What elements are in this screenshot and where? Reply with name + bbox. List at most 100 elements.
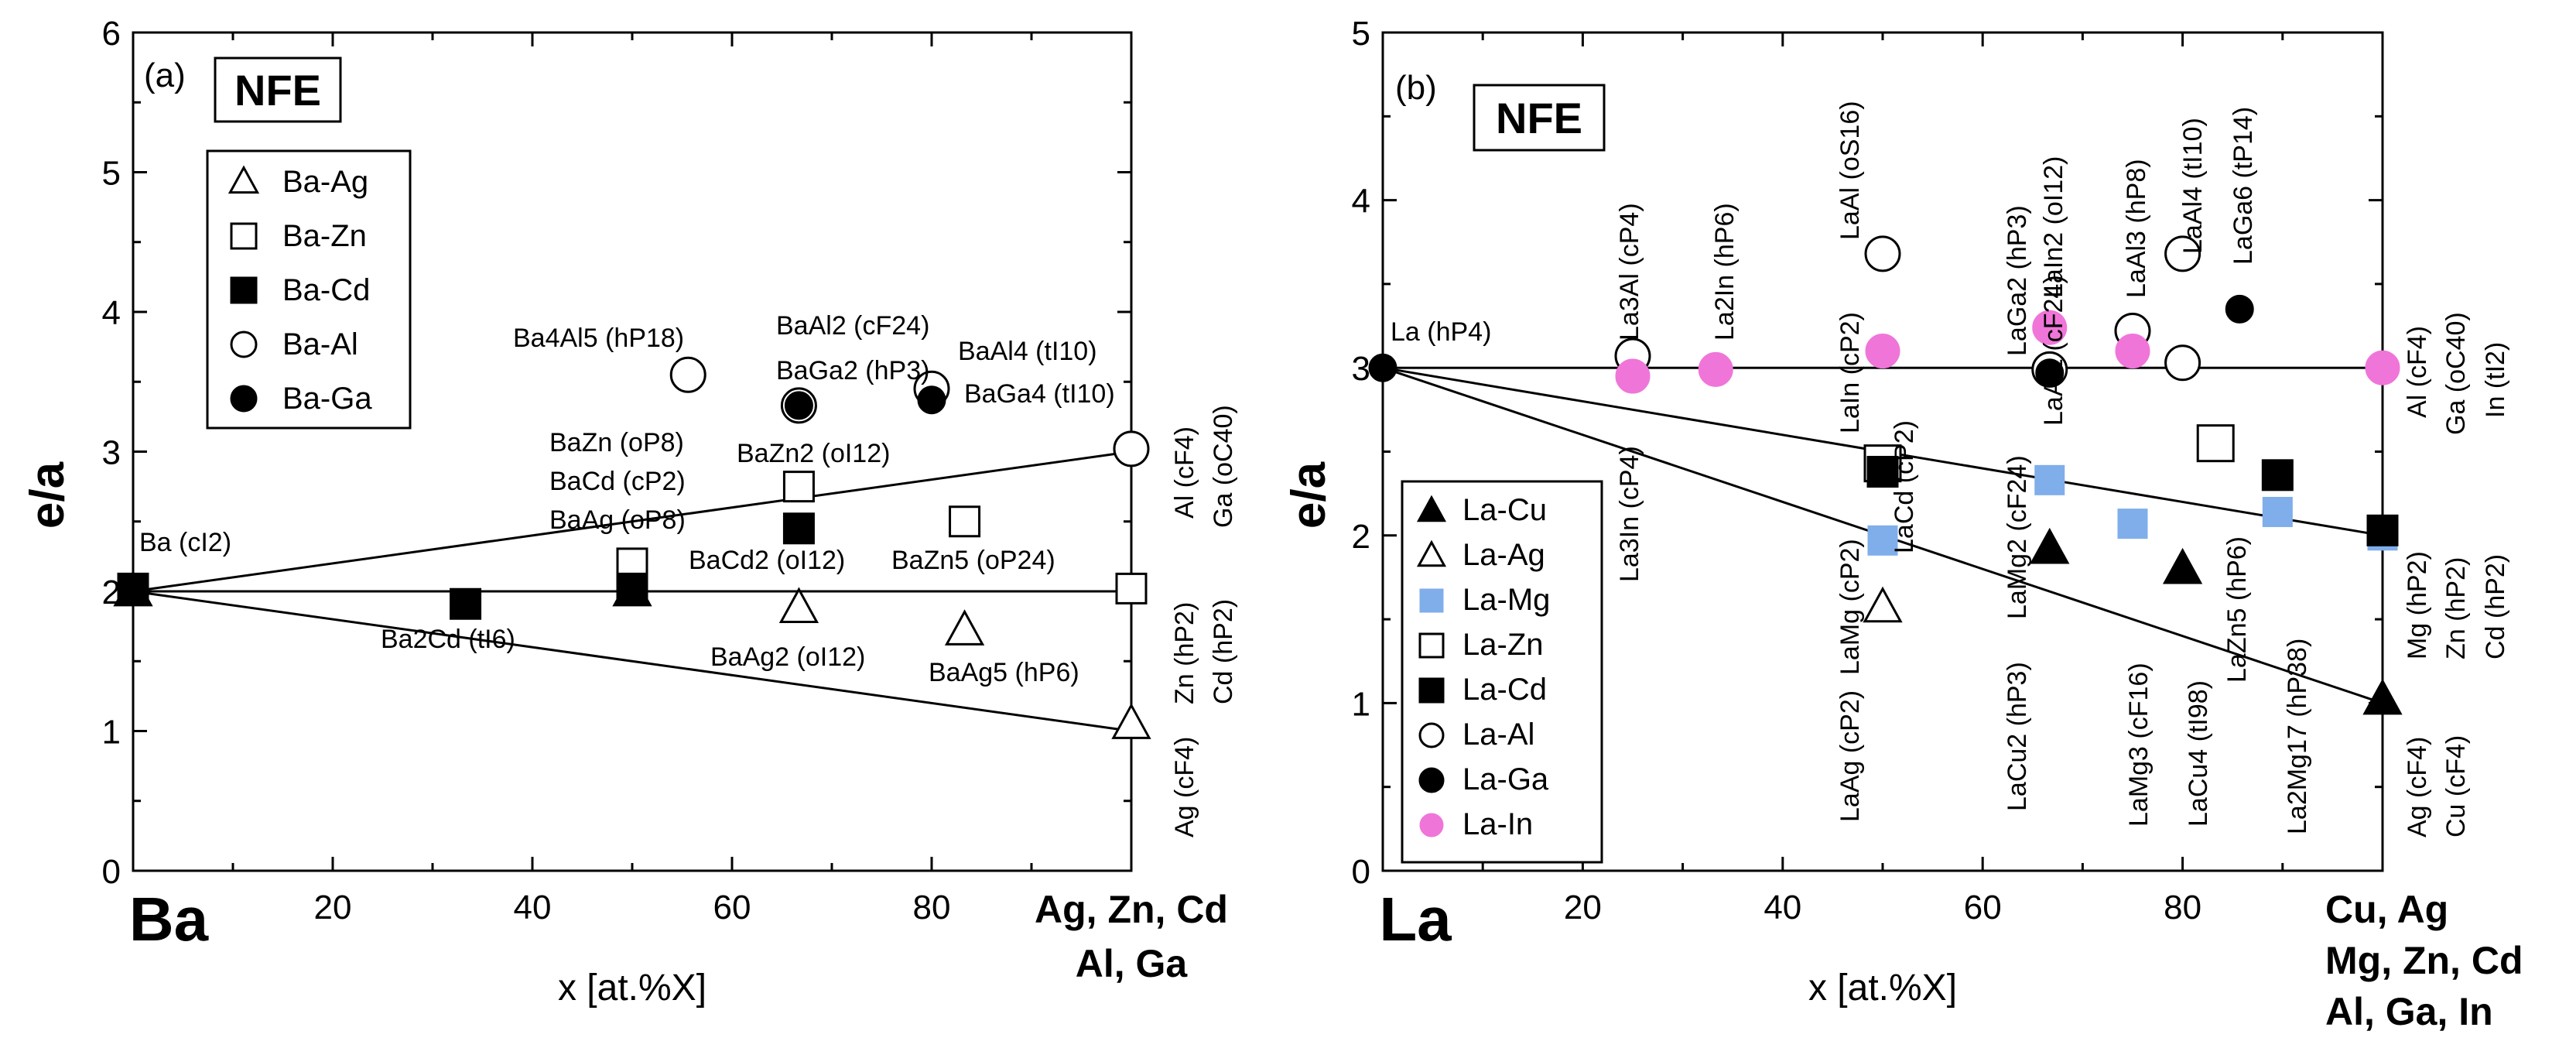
annotation: LaIn2 (oI12) <box>2039 156 2068 298</box>
point-ba-ga <box>784 391 813 420</box>
guide-line <box>132 590 1132 732</box>
markers-a <box>113 356 1151 739</box>
right-label: Ga (oC40) <box>2441 312 2471 435</box>
point-la-in <box>2032 310 2068 345</box>
point-la-mg <box>2117 509 2148 539</box>
point-la-zn <box>2196 424 2235 463</box>
point-la-ga <box>2225 294 2254 324</box>
point-la-mg <box>2262 496 2293 527</box>
annotation: BaAg (oP8) <box>549 505 686 535</box>
nfe-label-b: NFE <box>1496 94 1582 142</box>
annotation: La3Al (cP4) <box>1615 203 1644 341</box>
annotation: LaAl (oS16) <box>1835 101 1865 240</box>
point-la-mg <box>2034 464 2065 495</box>
panel-label-a: (a) <box>144 57 186 94</box>
legend-symbol <box>227 165 260 194</box>
point-ba-ag <box>944 609 985 646</box>
legend-symbol <box>1419 588 1444 613</box>
x-tick-label: 60 <box>1964 889 2002 926</box>
legend-symbol <box>230 385 258 413</box>
annotation: LaIn (cP2) <box>1835 312 1865 433</box>
annotation: LaGa6 (tP14) <box>2229 107 2258 265</box>
right-label: Zn (hP2) <box>2441 557 2471 659</box>
right-label: Al (cF4) <box>2403 326 2432 418</box>
point-la-in <box>1865 334 1900 369</box>
legend-label: La-Zn <box>1462 628 1544 662</box>
point-la-ag <box>1863 586 1903 623</box>
legend-items-a: Ba-Ag Ba-Zn Ba-Cd Ba-Al Ba-Ga <box>227 165 372 416</box>
right-label: Ag (cF4) <box>1170 737 1199 837</box>
annotation: Ba (cI2) <box>139 528 231 557</box>
guide-line <box>132 450 1132 593</box>
legend-label: La-Ag <box>1462 538 1545 572</box>
x-axis-title-b: x [at.%X] <box>1808 968 1957 1009</box>
legend-symbol <box>230 222 258 250</box>
legend-symbol <box>1418 767 1445 793</box>
annotation: BaCd (cP2) <box>549 467 686 496</box>
x-tick-label: 80 <box>2164 889 2201 926</box>
point-la-cd <box>2261 459 2294 491</box>
point-la-al <box>1864 235 1901 272</box>
x-tick-label: 40 <box>1764 889 1801 926</box>
point-la-in <box>2365 350 2400 385</box>
right-label: Ag (cF4) <box>2403 737 2432 837</box>
annotation: BaAl4 (tI10) <box>958 337 1097 366</box>
annotation: LaMg2 (cF24) <box>2003 455 2032 619</box>
point-ba-zn <box>782 471 815 503</box>
x-tick-label: 20 <box>314 889 352 926</box>
legend-symbol <box>1418 632 1445 659</box>
point-ba-cd <box>117 572 149 604</box>
point-ba-al <box>1113 430 1150 467</box>
x-right-label-a-1: Ag, Zn, Cd <box>1035 888 1228 931</box>
x-axis-title-a: x [at.%X] <box>558 968 706 1009</box>
legend-label: La-Cd <box>1462 673 1547 707</box>
y-tick-label: 6 <box>102 15 121 53</box>
annotation: LaMg3 (cF16) <box>2124 663 2154 827</box>
legend-b <box>1401 480 1603 864</box>
point-la-cu <box>2162 547 2203 584</box>
y-tick-label: 4 <box>1352 183 1370 221</box>
point-ba-ag <box>1111 703 1151 739</box>
legend-symbol <box>1416 495 1447 522</box>
y-tick-label: 5 <box>1352 15 1370 53</box>
legend-label: La-In <box>1462 807 1533 841</box>
x-tick-label: 80 <box>913 889 951 926</box>
panel-label-b: (b) <box>1395 69 1437 107</box>
legend-label: Ba-Ga <box>282 382 372 416</box>
annotation: LaAl3 (hP8) <box>2122 159 2151 298</box>
point-la-cu <box>2362 678 2403 715</box>
legend-label: Ba-Cd <box>282 273 370 307</box>
annotation: BaAl2 (cF24) <box>776 311 929 341</box>
annotation: BaZn2 (oI12) <box>737 439 890 468</box>
point-ba-cd <box>450 587 482 620</box>
point-ba-al <box>669 356 706 393</box>
y-tick-label: 3 <box>102 434 121 472</box>
x-tick-label: 60 <box>713 889 751 926</box>
annotation: BaAg2 (oI12) <box>710 642 865 672</box>
right-label: Zn (hP2) <box>1170 602 1199 704</box>
legend-symbol <box>1416 539 1447 567</box>
legend-label: La-Ga <box>1462 762 1549 796</box>
annotation: LaAl4 (tI10) <box>2178 118 2208 254</box>
point-la-in <box>2115 334 2150 369</box>
right-label: Mg (hP2) <box>2403 551 2432 659</box>
y-tick-label: 0 <box>1352 853 1370 891</box>
legend-label: Ba-Zn <box>282 219 367 253</box>
legend-label: Ba-Al <box>282 327 358 361</box>
annotation: Ba2Cd (tI6) <box>381 625 515 654</box>
x-right-label-a-2: Al, Ga <box>1076 942 1189 985</box>
legend-items-b: La-Cu La-Ag La-Mg La-Zn La-Cd La-Al La-G… <box>1416 493 1550 841</box>
y-axis-title-a: e/a <box>21 461 74 529</box>
y-tick-label: 3 <box>1352 350 1370 388</box>
x-right-label-b-1: Cu, Ag <box>2325 888 2448 931</box>
annotation: La3In (cP4) <box>1615 446 1644 582</box>
right-label: In (tI2) <box>2481 342 2510 418</box>
annotation: LaGa2 (hP3) <box>2003 205 2032 356</box>
point-la-al <box>2164 235 2201 272</box>
point-ba-zn <box>1115 572 1148 604</box>
ticks-b: 0 1 2 3 4 5 20 40 60 80 <box>1352 15 2384 926</box>
point-ba-ga <box>917 385 946 415</box>
annotation: La (hP4) <box>1391 317 1491 347</box>
y-tick-label: 1 <box>1352 685 1370 723</box>
